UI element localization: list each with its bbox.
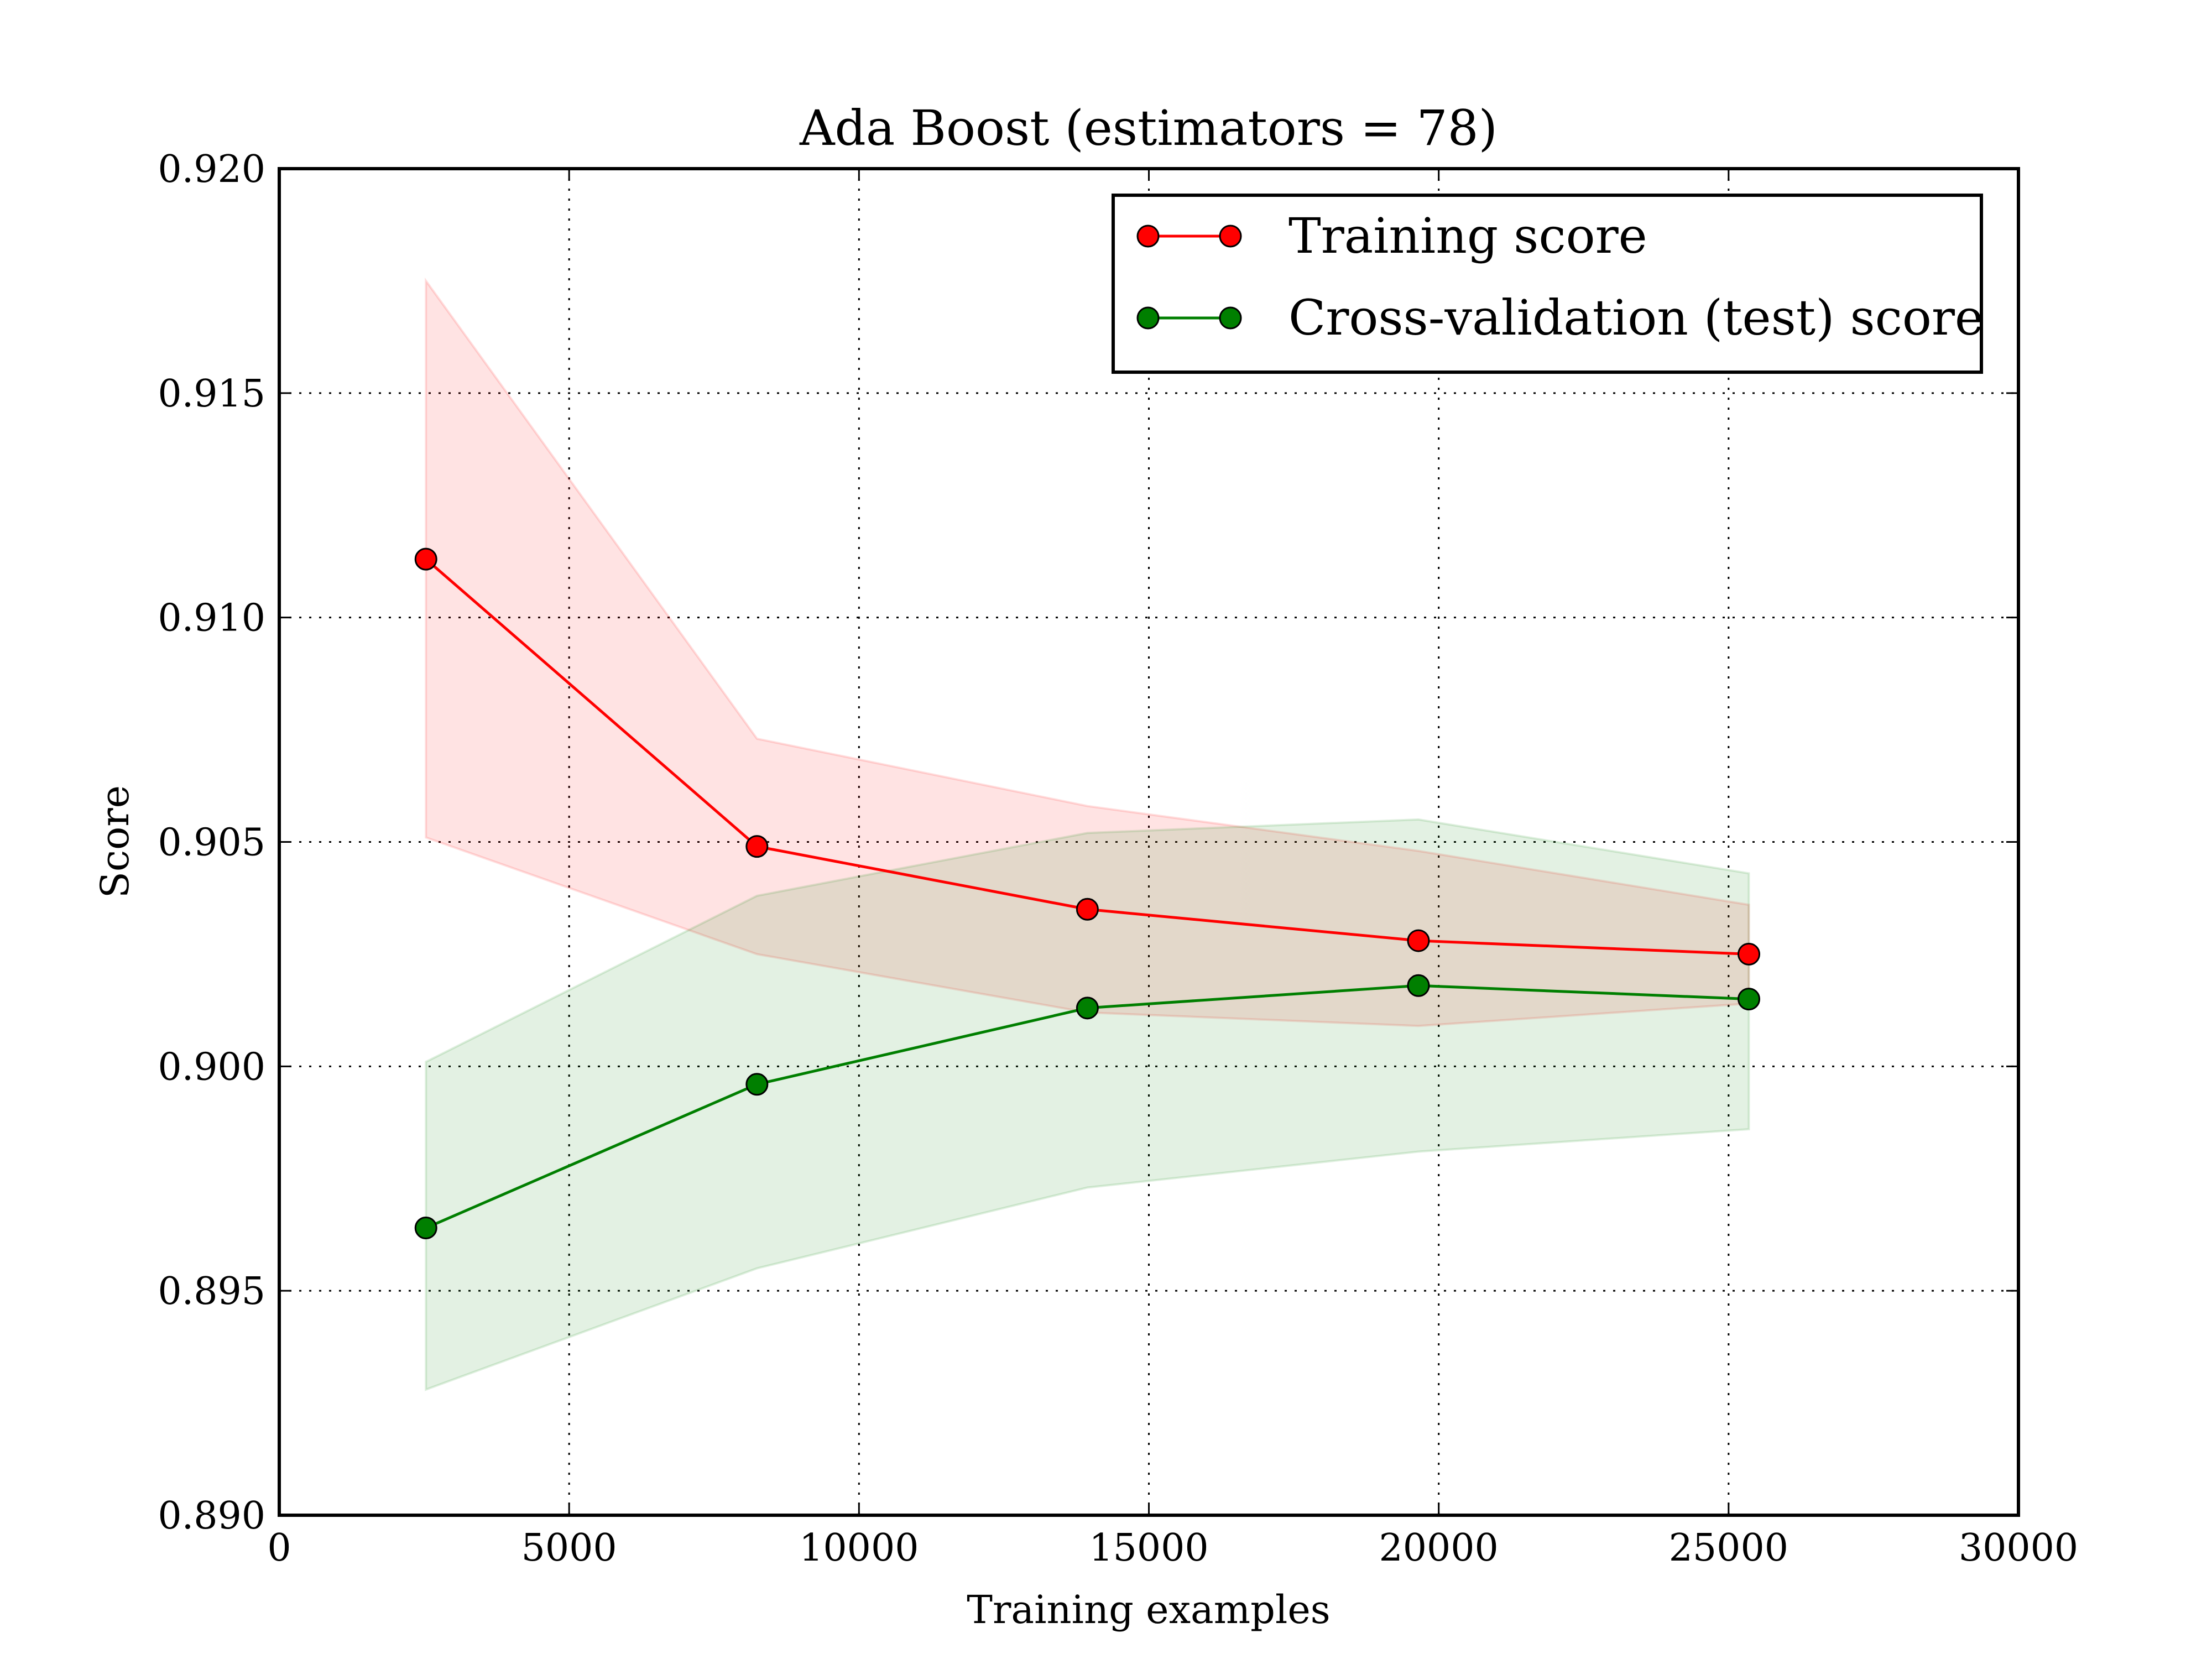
series-2-confidence-band xyxy=(425,818,1750,1391)
y-tick-label: 0.900 xyxy=(158,1045,265,1089)
x-tick-label: 20000 xyxy=(1379,1526,1499,1570)
legend-label-2: Cross-validation (test) score xyxy=(1288,289,1984,346)
series-2-point xyxy=(1407,974,1430,997)
series-1-point xyxy=(1076,898,1099,921)
chart-title: Ada Boost (estimators = 78) xyxy=(799,100,1498,156)
x-tick-label: 10000 xyxy=(799,1526,919,1570)
series-2-point xyxy=(414,1217,437,1240)
legend-box xyxy=(1112,194,1983,374)
y-tick-label: 0.895 xyxy=(158,1270,265,1313)
x-tick-label: 5000 xyxy=(521,1526,617,1570)
series-2-point xyxy=(1076,997,1099,1020)
legend-marker-2 xyxy=(1136,306,1160,330)
legend-label-1: Training score xyxy=(1288,207,1647,264)
legend-marker-2 xyxy=(1219,306,1242,330)
legend: Training score Cross-validation (test) sc… xyxy=(1112,194,1984,374)
confidence-bands xyxy=(425,277,1750,1391)
y-tick-label: 0.910 xyxy=(158,597,265,640)
series-1-point xyxy=(745,835,769,858)
series-2-point xyxy=(1738,988,1761,1011)
grid xyxy=(279,169,2018,1515)
y-tick-label: 0.905 xyxy=(158,821,265,865)
y-axis-label: Score xyxy=(92,785,138,898)
x-tick-label: 0 xyxy=(267,1526,291,1570)
legend-marker-1 xyxy=(1219,225,1242,248)
series-1-point xyxy=(1407,929,1430,952)
series-2-point xyxy=(745,1073,769,1096)
series-1-point xyxy=(1738,942,1761,966)
y-tick-label: 0.915 xyxy=(158,372,265,416)
x-tick-label: 30000 xyxy=(1959,1526,2078,1570)
series-markers xyxy=(414,547,1761,1240)
series-1-point xyxy=(414,547,437,571)
y-tick-label: 0.890 xyxy=(158,1494,265,1538)
x-tick-label: 15000 xyxy=(1089,1526,1208,1570)
axis-ticks: 0 5000 10000 15000 20000 25000 30000 0.890 0.895… xyxy=(158,148,2078,1570)
x-axis-label: Training examples xyxy=(967,1587,1330,1632)
legend-marker-1 xyxy=(1136,225,1160,248)
y-tick-label: 0.920 xyxy=(158,148,265,191)
x-tick-label: 25000 xyxy=(1669,1526,1788,1570)
